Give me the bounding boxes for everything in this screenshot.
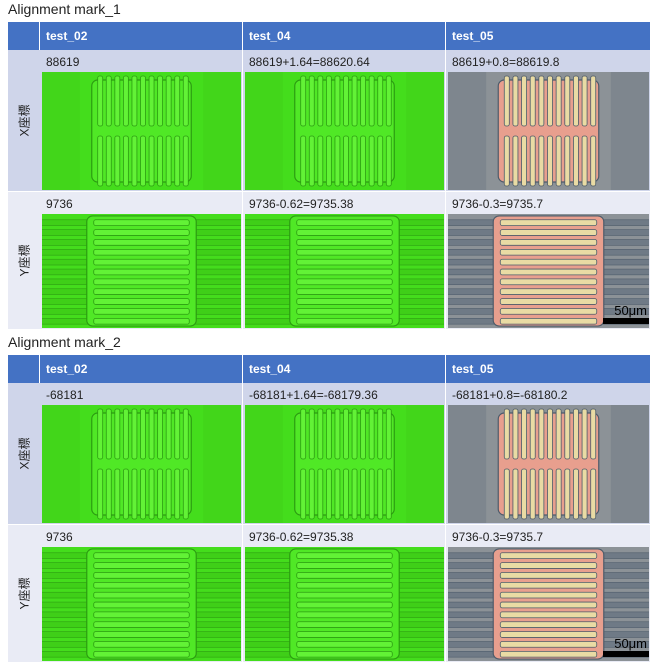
micrograph bbox=[42, 214, 241, 328]
table-cell: 9736-0.3=9735.7 50μm bbox=[446, 192, 651, 330]
row-label: X座標 bbox=[8, 383, 40, 525]
table-cell: 9736-0.3=9735.7 50μm bbox=[446, 525, 651, 663]
image bbox=[245, 547, 444, 661]
micrograph bbox=[42, 547, 241, 661]
page: Alignment mark_1test_02test_04test_05X座標… bbox=[0, 0, 651, 664]
cell-value: 9736-0.3=9735.7 bbox=[452, 197, 543, 211]
image bbox=[245, 214, 444, 328]
micrograph bbox=[245, 547, 444, 661]
column-header: test_02 bbox=[40, 22, 243, 50]
micrograph bbox=[448, 405, 649, 523]
micrograph bbox=[245, 214, 444, 328]
image bbox=[42, 405, 241, 523]
table-cell: -68181 bbox=[40, 383, 243, 525]
scale-label: 50μm bbox=[614, 303, 647, 318]
image bbox=[42, 547, 241, 661]
table-cell: 9736 bbox=[40, 192, 243, 330]
row-label-text: Y座標 bbox=[16, 244, 33, 276]
table-cell: 9736 bbox=[40, 525, 243, 663]
image: 50μm bbox=[448, 214, 649, 328]
cell-value: -68181+0.8=-68180.2 bbox=[452, 388, 567, 402]
cell-value: 9736 bbox=[46, 530, 73, 544]
row-label-text: Y座標 bbox=[16, 577, 33, 609]
cell-value: 88619 bbox=[46, 55, 79, 69]
image bbox=[448, 72, 649, 190]
image bbox=[245, 72, 444, 190]
column-header: test_04 bbox=[243, 22, 446, 50]
table-cell: -68181+1.64=-68179.36 bbox=[243, 383, 446, 525]
table-cell: 9736-0.62=9735.38 bbox=[243, 192, 446, 330]
cell-value: 9736-0.3=9735.7 bbox=[452, 530, 543, 544]
scale-label: 50μm bbox=[614, 636, 647, 651]
column-header: test_05 bbox=[446, 355, 651, 383]
table-cell: 88619 bbox=[40, 50, 243, 192]
micrograph bbox=[448, 72, 649, 190]
cell-value: 9736-0.62=9735.38 bbox=[249, 197, 353, 211]
row-label: X座標 bbox=[8, 50, 40, 192]
row-label-text: X座標 bbox=[16, 104, 33, 136]
row-label: Y座標 bbox=[8, 525, 40, 663]
micrograph bbox=[245, 405, 444, 523]
section-title: Alignment mark_2 bbox=[8, 334, 121, 350]
column-header: test_02 bbox=[40, 355, 243, 383]
cell-value: -68181 bbox=[46, 388, 83, 402]
table-cell: 9736-0.62=9735.38 bbox=[243, 525, 446, 663]
image bbox=[42, 72, 241, 190]
cell-value: 88619+1.64=88620.64 bbox=[249, 55, 370, 69]
section-title: Alignment mark_1 bbox=[8, 1, 121, 17]
scale-bar bbox=[603, 651, 649, 657]
image bbox=[42, 214, 241, 328]
cell-value: -68181+1.64=-68179.36 bbox=[249, 388, 378, 402]
cell-value: 88619+0.8=88619.8 bbox=[452, 55, 559, 69]
header-cell bbox=[8, 355, 40, 383]
micrograph bbox=[42, 405, 241, 523]
row-label-text: X座標 bbox=[16, 437, 33, 469]
image: 50μm bbox=[448, 547, 649, 661]
header-cell bbox=[8, 22, 40, 50]
image bbox=[448, 405, 649, 523]
cell-value: 9736-0.62=9735.38 bbox=[249, 530, 353, 544]
column-header: test_04 bbox=[243, 355, 446, 383]
table-cell: 88619+0.8=88619.8 bbox=[446, 50, 651, 192]
image bbox=[245, 405, 444, 523]
column-header: test_05 bbox=[446, 22, 651, 50]
micrograph bbox=[245, 72, 444, 190]
table-cell: 88619+1.64=88620.64 bbox=[243, 50, 446, 192]
table-cell: -68181+0.8=-68180.2 bbox=[446, 383, 651, 525]
micrograph bbox=[42, 72, 241, 190]
cell-value: 9736 bbox=[46, 197, 73, 211]
scale-bar bbox=[603, 318, 649, 324]
row-label: Y座標 bbox=[8, 192, 40, 330]
